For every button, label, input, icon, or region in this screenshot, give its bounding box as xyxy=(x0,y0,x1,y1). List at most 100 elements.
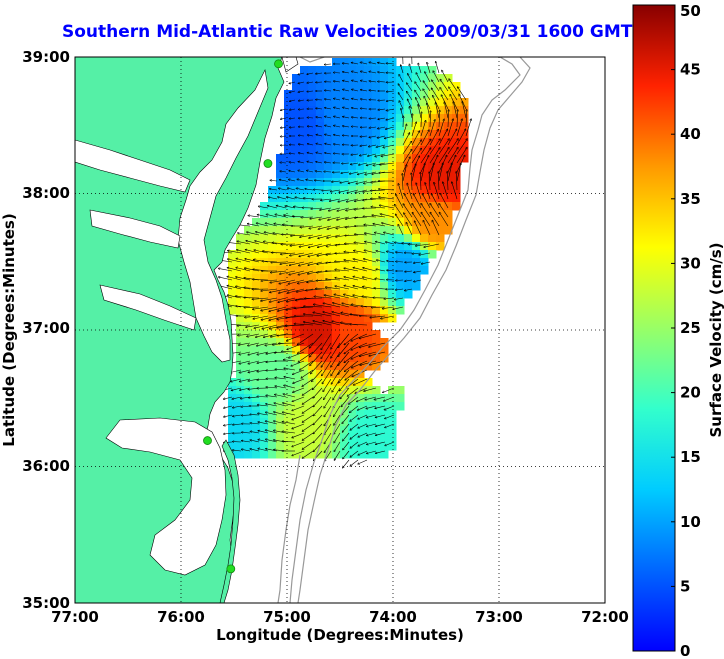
velocity-cell xyxy=(292,266,301,275)
velocity-cell xyxy=(364,354,373,363)
velocity-cell xyxy=(324,322,333,331)
velocity-arrow xyxy=(325,64,332,65)
velocity-cell xyxy=(436,218,445,227)
velocity-cell xyxy=(332,242,341,251)
velocity-arrow xyxy=(334,99,341,101)
velocity-cell xyxy=(380,418,389,427)
velocity-cell xyxy=(260,418,269,427)
velocity-cell xyxy=(300,154,309,163)
velocity-cell xyxy=(268,410,277,419)
velocity-arrow xyxy=(347,189,359,193)
velocity-arrow xyxy=(364,180,377,184)
velocity-cell xyxy=(412,162,421,171)
velocity-arrow xyxy=(334,414,341,425)
velocity-cell xyxy=(332,234,341,243)
velocity-cell xyxy=(324,202,333,211)
velocity-cell xyxy=(348,74,357,83)
velocity-cell xyxy=(372,274,381,283)
velocity-cell xyxy=(292,362,301,371)
velocity-cell xyxy=(244,314,253,323)
velocity-cell xyxy=(452,122,461,131)
velocity-cell xyxy=(404,106,413,115)
velocity-cell xyxy=(252,330,261,339)
velocity-arrow xyxy=(360,136,368,137)
velocity-cell xyxy=(348,202,357,211)
velocity-arrow xyxy=(275,369,287,370)
bay-tributary-1 xyxy=(75,139,191,193)
velocity-cell xyxy=(340,138,349,147)
velocity-arrow xyxy=(261,306,278,311)
velocity-cell xyxy=(396,74,405,83)
velocity-cell xyxy=(348,314,357,323)
velocity-arrow xyxy=(278,297,296,302)
velocity-cell xyxy=(444,202,453,211)
velocity-cell xyxy=(412,98,421,107)
velocity-cell xyxy=(316,306,325,315)
velocity-arrow xyxy=(412,213,422,227)
velocity-cell xyxy=(260,378,269,387)
velocity-arrow xyxy=(358,441,368,446)
velocity-cell xyxy=(364,306,373,315)
velocity-arrow xyxy=(224,405,233,408)
velocity-cell xyxy=(260,354,269,363)
velocity-cell xyxy=(444,170,453,179)
velocity-cell xyxy=(452,154,461,163)
velocity-arrow xyxy=(436,62,440,74)
colorbar-tick-label: 40 xyxy=(680,125,701,143)
velocity-cell xyxy=(300,290,309,299)
velocity-arrow xyxy=(360,360,377,365)
velocity-cell xyxy=(348,330,357,339)
velocity-cell xyxy=(332,82,341,91)
velocity-cell xyxy=(324,402,333,411)
velocity-arrow xyxy=(316,117,323,118)
velocity-cell xyxy=(404,194,413,203)
velocity-cell xyxy=(308,298,317,307)
velocity-cell xyxy=(396,154,405,163)
velocity-arrow xyxy=(261,315,278,320)
velocity-arrow xyxy=(409,107,413,119)
velocity-cell xyxy=(276,154,285,163)
velocity-arrow xyxy=(354,378,368,385)
velocity-arrow xyxy=(299,252,314,256)
velocity-cell xyxy=(244,378,253,387)
velocity-cell xyxy=(364,202,373,211)
velocity-cell xyxy=(300,130,309,139)
velocity-cell xyxy=(236,418,245,427)
velocity-arrow xyxy=(289,171,296,173)
velocity-cell xyxy=(316,322,325,331)
velocity-cell xyxy=(380,194,389,203)
velocity-cell xyxy=(420,106,429,115)
velocity-cell xyxy=(324,226,333,235)
velocity-cell xyxy=(396,394,405,403)
velocity-arrow xyxy=(313,405,323,416)
velocity-arrow xyxy=(343,107,350,110)
velocity-arrow xyxy=(298,170,305,173)
velocity-cell xyxy=(380,306,389,315)
velocity-cell xyxy=(268,394,277,403)
velocity-arrow xyxy=(422,194,431,209)
velocity-cell xyxy=(452,162,461,171)
velocity-arrow xyxy=(272,243,287,245)
velocity-cell xyxy=(412,266,421,275)
velocity-arrow xyxy=(358,423,368,428)
velocity-cell xyxy=(404,290,413,299)
velocity-cell xyxy=(404,274,413,283)
velocity-arrow xyxy=(298,342,314,353)
velocity-arrow xyxy=(324,172,332,173)
velocity-arrow xyxy=(233,414,242,416)
velocity-cell xyxy=(276,234,285,243)
velocity-cell xyxy=(420,258,429,267)
velocity-arrow xyxy=(311,208,323,209)
velocity-cell xyxy=(380,274,389,283)
velocity-cell xyxy=(452,186,461,195)
velocity-cell xyxy=(260,322,269,331)
velocity-cell xyxy=(380,130,389,139)
velocity-cell xyxy=(300,74,309,83)
velocity-arrow xyxy=(425,72,431,83)
velocity-cell xyxy=(308,202,317,211)
velocity-arrow xyxy=(439,110,440,128)
velocity-arrow xyxy=(292,396,305,402)
velocity-arrow xyxy=(262,261,278,262)
velocity-arrow xyxy=(429,163,434,182)
velocity-arrow xyxy=(412,114,413,128)
